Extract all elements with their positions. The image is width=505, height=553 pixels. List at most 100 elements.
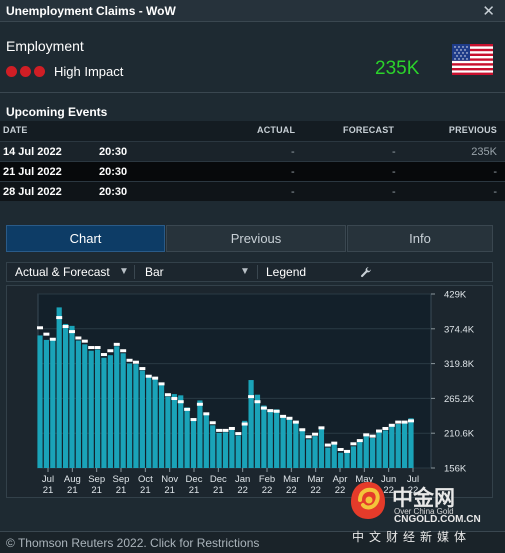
bar-actual <box>280 417 286 468</box>
forecast-marker <box>37 326 43 330</box>
bar-actual <box>389 424 395 468</box>
forecast-marker <box>209 421 216 425</box>
bar-actual <box>325 447 331 468</box>
bar-actual <box>75 340 81 468</box>
forecast-marker <box>81 339 88 343</box>
forecast-marker <box>337 448 344 452</box>
forecast-marker <box>395 420 402 424</box>
table-row[interactable]: 28 Jul 2022 20:30 - - - <box>0 181 505 201</box>
table-row[interactable]: 21 Jul 2022 20:30 - - - <box>0 161 505 181</box>
legend-button[interactable]: Legend <box>266 265 307 279</box>
x-tick-label-year: 21 <box>43 485 54 496</box>
bar-actual <box>312 436 318 468</box>
bar-actual <box>402 421 408 468</box>
forecast-marker <box>388 423 395 427</box>
forecast-marker <box>318 426 325 430</box>
actual-value: 235K <box>375 58 420 79</box>
forecast-marker <box>164 393 171 397</box>
tab-info[interactable]: Info <box>347 225 493 252</box>
bar-actual <box>190 420 197 468</box>
bar-actual <box>133 364 139 468</box>
forecast-marker <box>203 412 210 416</box>
footer: © Thomson Reuters 2022. Click for Restri… <box>0 531 505 553</box>
watermark-subtitle: 中文财经新媒体 <box>352 530 472 544</box>
watermark-tagline: Over China Gold <box>394 507 454 516</box>
window-titlebar: Unemployment Claims - WoW ✕ <box>0 0 505 22</box>
bar-actual <box>248 380 254 468</box>
bar-actual <box>382 430 389 468</box>
forecast-marker <box>228 426 235 430</box>
impact-dot-icon <box>34 66 45 77</box>
forecast-marker <box>222 428 229 432</box>
bar-actual <box>254 394 261 468</box>
chevron-down-icon[interactable]: ▼ <box>119 266 129 277</box>
chart-toolbar: Actual & Forecast ▼ Bar ▼ Legend <box>6 262 493 282</box>
bar-actual <box>178 395 184 468</box>
forecast-marker <box>408 419 414 423</box>
column-header-actual: ACTUAL <box>257 125 296 135</box>
column-header-date: DATE <box>3 125 28 135</box>
x-tick-label-month: Feb <box>259 474 275 485</box>
row-date: 28 Jul 2022 <box>3 186 62 198</box>
chevron-down-icon[interactable]: ▼ <box>240 266 250 277</box>
upcoming-events-table: DATE ACTUAL FORECAST PREVIOUS 14 Jul 202… <box>0 121 505 201</box>
forecast-marker <box>132 360 139 364</box>
forecast-marker <box>248 395 255 399</box>
forecast-marker <box>190 418 197 422</box>
forecast-marker <box>241 422 248 426</box>
x-tick-label-year: 22 <box>383 485 394 496</box>
forecast-marker <box>196 402 203 406</box>
forecast-marker <box>184 407 191 411</box>
bar-actual <box>94 349 101 468</box>
bar-actual <box>120 353 126 468</box>
x-tick-label-month: Mar <box>283 474 299 485</box>
forecast-marker <box>68 330 75 334</box>
bar-actual <box>350 446 357 468</box>
y-tick-label: 319.8K <box>444 359 475 370</box>
bar-actual <box>242 420 248 468</box>
bar-actual <box>126 363 133 468</box>
forecast-marker <box>171 397 178 401</box>
bar-actual <box>139 370 145 468</box>
bar-actual <box>114 346 120 468</box>
impact-dot-icon <box>20 66 31 77</box>
table-header: DATE ACTUAL FORECAST PREVIOUS <box>0 121 505 141</box>
forecast-marker <box>312 432 319 436</box>
x-tick-label-month: Mar <box>307 474 323 485</box>
x-tick-label-year: 22 <box>262 485 273 496</box>
chart-type-select[interactable]: Bar <box>145 265 164 279</box>
forecast-marker <box>107 349 114 353</box>
x-tick-label-month: Aug <box>64 474 81 485</box>
bar-actual <box>357 441 363 468</box>
bar-actual <box>197 400 203 468</box>
forecast-marker <box>324 443 331 447</box>
forecast-marker <box>177 400 184 404</box>
forecast-marker <box>382 426 389 430</box>
tab-previous[interactable]: Previous <box>166 225 346 252</box>
row-previous: - <box>493 166 497 178</box>
forecast-marker <box>369 434 376 438</box>
us-flag-icon <box>452 44 493 75</box>
watermark-url: CNGOLD.COM.CN <box>394 514 481 525</box>
bar-actual <box>299 430 305 468</box>
forecast-marker <box>235 432 242 436</box>
x-tick-label-year: 21 <box>91 485 102 496</box>
impact-dot-icon <box>6 66 17 77</box>
bar-actual <box>267 411 273 468</box>
bar-actual <box>363 436 369 468</box>
forecast-marker <box>350 442 357 446</box>
restrictions-link[interactable]: © Thomson Reuters 2022. Click for Restri… <box>6 536 260 550</box>
series-select[interactable]: Actual & Forecast <box>15 265 110 279</box>
row-forecast: - <box>392 146 396 158</box>
wrench-icon[interactable] <box>360 266 372 278</box>
forecast-marker <box>344 449 351 453</box>
table-row[interactable]: 14 Jul 2022 20:30 - - 235K <box>0 141 505 161</box>
close-icon[interactable]: ✕ <box>482 3 495 20</box>
x-tick-label-month: Jul <box>42 474 54 485</box>
tab-chart[interactable]: Chart <box>6 225 165 252</box>
bar-actual <box>88 350 94 468</box>
x-tick-label-year: 21 <box>164 485 175 496</box>
bar-actual <box>370 438 376 468</box>
forecast-marker <box>120 349 127 353</box>
row-previous: 235K <box>471 146 497 158</box>
